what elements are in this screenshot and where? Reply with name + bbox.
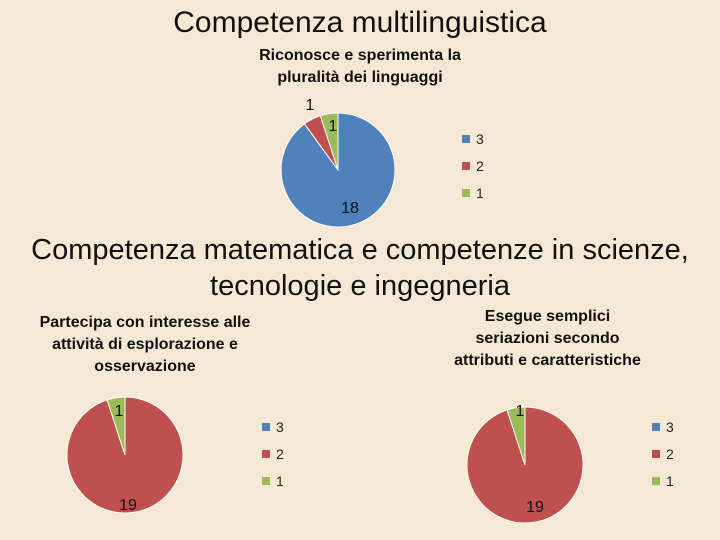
chart-2-slice-1 <box>106 396 126 456</box>
chart-1-legend-swatch-3 <box>462 135 470 143</box>
chart-2-legend-swatch-1 <box>262 477 270 485</box>
chart-1-title-line2: pluralità dei linguaggi <box>277 69 443 86</box>
chart-3-legend-label-2: 2 <box>666 446 674 462</box>
chart-3-legend-label-1: 1 <box>666 473 674 489</box>
chart-3-title-line1: Esegue semplici <box>484 308 611 325</box>
chart-2-legend-label-3: 3 <box>276 419 284 435</box>
chart-1-legend-label-2: 2 <box>476 158 484 174</box>
chart-2-legend-label-1: 1 <box>276 473 284 489</box>
chart-1-title: Riconosce e sperimenta la pluralità dei … <box>230 45 490 89</box>
chart-2-title: Partecipa con interesse alle attività di… <box>20 312 270 378</box>
chart-2-data-label-2: 19 <box>119 497 137 514</box>
slide-title-bottom-line1: Competenza matematica e competenze in sc… <box>31 234 689 266</box>
chart-3-title-line3: attributi e caratteristiche <box>454 352 641 369</box>
chart-3-legend-swatch-1 <box>652 477 660 485</box>
chart-3-legend-swatch-3 <box>652 423 660 431</box>
chart-1-title-line1: Riconosce e sperimenta la <box>259 47 461 64</box>
chart-3-legend-label-3: 3 <box>666 419 674 435</box>
chart-2-legend-swatch-3 <box>262 423 270 431</box>
chart-3-title-line2: seriazioni secondo <box>475 330 620 347</box>
chart-3-data-label-1: 1 <box>516 403 525 420</box>
chart-1-legend-swatch-1 <box>462 189 470 197</box>
chart-2-data-label-1: 1 <box>115 403 124 420</box>
chart-2-legend-label-2: 2 <box>276 446 284 462</box>
slide-title-bottom: Competenza matematica e competenze in sc… <box>0 232 720 304</box>
chart-3-data-label-2: 19 <box>526 499 544 516</box>
chart-1-legend-label-1: 1 <box>476 185 484 201</box>
chart-2-title-line2: attività di esplorazione e <box>52 336 238 353</box>
chart-3-title: Esegue semplici seriazioni secondo attri… <box>430 306 665 372</box>
chart-2-title-line3: osservazione <box>94 358 196 375</box>
chart-1-data-label-2: 1 <box>306 97 315 114</box>
chart-2-title-line1: Partecipa con interesse alle <box>39 314 251 331</box>
slide-title-top: Competenza multilinguistica <box>173 6 547 39</box>
slide-title-bottom-line2: tecnologie e ingegneria <box>210 270 510 302</box>
chart-1-legend-swatch-2 <box>462 162 470 170</box>
chart-1-slice-1 <box>319 112 339 171</box>
chart-2-legend-swatch-2 <box>262 450 270 458</box>
chart-1-legend-label-3: 3 <box>476 131 484 147</box>
chart-3-legend-swatch-2 <box>652 450 660 458</box>
chart-1-data-label-3: 18 <box>341 200 359 217</box>
chart-3-slice-1 <box>506 406 526 466</box>
chart-1-data-label-1: 1 <box>329 118 338 135</box>
